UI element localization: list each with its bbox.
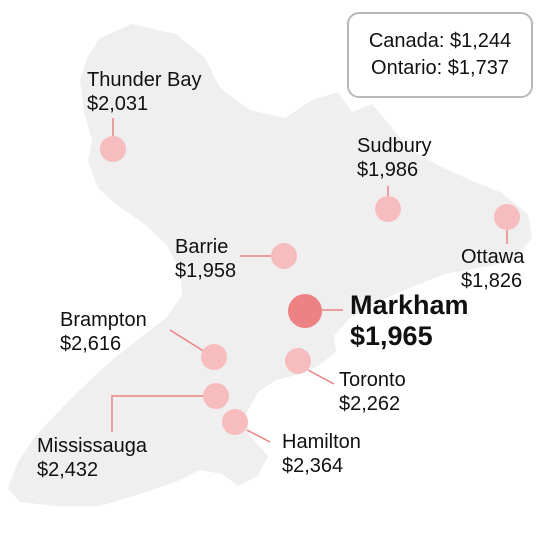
city-label-barrie: Barrie $1,958 [175,235,236,283]
leader-lines [111,118,508,443]
city-name: Markham [350,290,469,320]
marker-hamilton[interactable] [222,409,248,435]
canada-label: Canada [368,30,439,52]
city-name: Sudbury [357,135,432,157]
city-label-thunder-bay: Thunder Bay $2,031 [87,68,202,116]
marker-brampton[interactable] [201,344,227,370]
marker-sudbury[interactable] [375,196,401,222]
city-value: $2,031 [87,93,149,115]
marker-mississauga[interactable] [203,383,229,409]
city-label-toronto: Toronto $2,262 [339,368,406,416]
leader-toronto [307,369,335,385]
marker-markham[interactable] [288,294,322,328]
city-label-hamilton: Hamilton $2,364 [282,430,361,478]
marker-ottawa[interactable] [494,204,520,230]
city-label-ottawa: Ottawa $1,826 [461,245,524,293]
city-name: Toronto [339,369,406,391]
city-value: $2,432 [37,459,99,481]
leader-mississauga [111,395,203,432]
city-name: Hamilton [282,431,361,453]
city-markers [100,136,520,435]
ontario-landmass [8,24,532,506]
leader-hamilton [246,429,271,443]
city-value: $2,616 [60,333,122,355]
city-label-brampton: Brampton $2,616 [60,308,147,356]
ontario-label: Ontario [371,57,437,79]
city-label-sudbury: Sudbury $1,986 [357,134,432,182]
leader-brampton [169,329,206,353]
city-name: Thunder Bay [87,69,202,91]
ontario-value: $1,737 [447,57,509,79]
city-name: Brampton [60,309,147,331]
city-value: $1,958 [175,260,237,282]
city-value: $2,364 [282,455,344,477]
canada-summary: Canada: $1,244 [368,30,512,52]
city-label-markham: Markham $1,965 [350,290,469,352]
city-value: $1,826 [461,270,523,292]
marker-barrie[interactable] [271,243,297,269]
marker-toronto[interactable] [285,348,311,374]
summary-box: Canada: $1,244 Ontario: $1,737 [347,12,533,98]
marker-thunder-bay[interactable] [100,136,126,162]
ontario-summary: Ontario: $1,737 [371,57,509,79]
city-value: $1,965 [350,321,433,351]
city-name: Mississauga [37,435,148,457]
canada-value: $1,244 [450,30,512,52]
city-value: $2,262 [339,393,401,415]
city-label-mississauga: Mississauga $2,432 [37,434,147,482]
city-name: Ottawa [461,246,525,268]
city-name: Barrie [175,236,229,258]
city-value: $1,986 [357,159,419,181]
